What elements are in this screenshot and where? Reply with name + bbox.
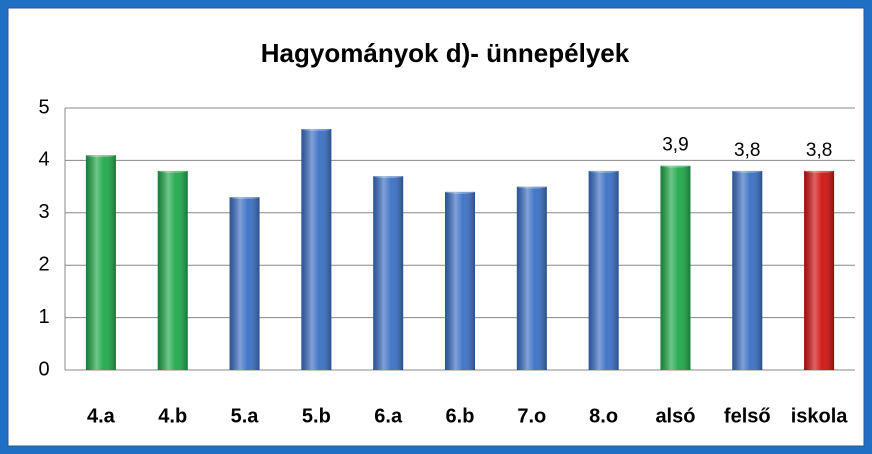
bar-top: [301, 126, 332, 131]
x-tick-label: iskola: [791, 405, 849, 427]
x-tick-label: felső: [724, 405, 771, 427]
x-tick-label: 6.b: [446, 405, 475, 427]
bar-top: [445, 189, 475, 194]
value-label: 3,9: [662, 135, 688, 156]
y-tick-label: 0: [38, 358, 49, 380]
bar-shine: [157, 170, 188, 370]
value-label: 3,8: [806, 140, 832, 161]
y-tick-label: 4: [38, 149, 49, 171]
y-tick-label: 5: [38, 96, 49, 118]
bar-top: [157, 168, 188, 173]
bar-shine: [516, 186, 547, 370]
x-tick-label: 7.o: [517, 405, 546, 427]
bar-top: [732, 168, 763, 173]
bar-shine: [301, 128, 332, 370]
x-tick-label: 4.b: [158, 405, 187, 427]
bar-top: [516, 184, 547, 189]
x-tick-label: alsó: [655, 405, 695, 427]
bar-top: [804, 168, 835, 173]
x-tick-label: 8.o: [589, 405, 618, 427]
bar-top: [85, 153, 116, 158]
bar-top: [588, 168, 619, 173]
y-tick-label: 1: [38, 306, 49, 328]
bar-shine: [229, 197, 260, 370]
chart-background: [7, 7, 865, 447]
x-tick-label: 4.a: [87, 405, 116, 427]
value-label: 3,8: [734, 140, 760, 161]
x-tick-label: 5.a: [231, 405, 260, 427]
x-tick-label: 5.b: [302, 405, 331, 427]
bar-shine: [588, 170, 619, 370]
bar-top: [373, 174, 404, 179]
bar-shine: [660, 165, 691, 370]
bar-shine: [85, 155, 116, 370]
chart-title: Hagyományok d)- ünnepélyek: [261, 38, 630, 68]
y-tick-label: 2: [38, 253, 49, 275]
bar-shine: [732, 170, 763, 370]
bar-shine: [373, 176, 404, 370]
bar-shine: [445, 191, 475, 370]
y-tick-label: 3: [38, 201, 49, 223]
bar-top: [660, 163, 691, 168]
bar-top: [229, 195, 260, 200]
x-tick-label: 6.a: [374, 405, 403, 427]
bar-shine: [804, 170, 835, 370]
